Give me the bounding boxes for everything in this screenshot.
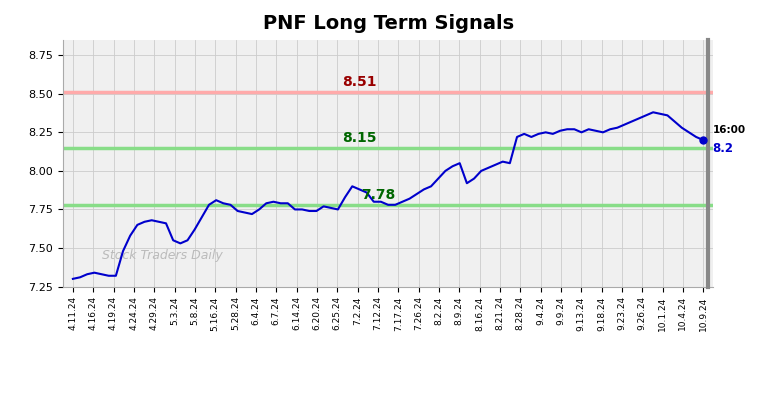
Text: 8.15: 8.15 [342,131,376,145]
Text: 8.51: 8.51 [342,75,376,89]
Title: PNF Long Term Signals: PNF Long Term Signals [263,14,514,33]
Text: 16:00: 16:00 [713,125,746,135]
Point [697,137,710,143]
Text: 7.78: 7.78 [361,188,396,202]
Text: Stock Traders Daily: Stock Traders Daily [102,249,223,262]
Text: 8.2: 8.2 [713,142,733,155]
